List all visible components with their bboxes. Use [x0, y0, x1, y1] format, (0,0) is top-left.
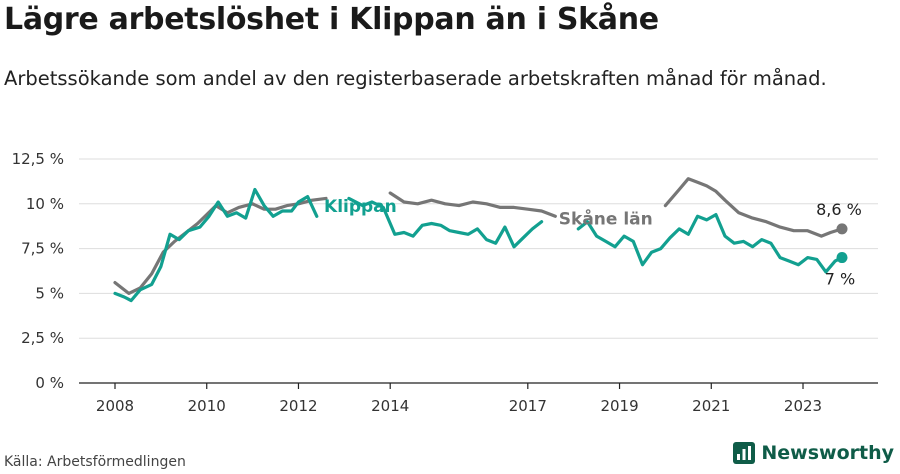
series-lines [113, 177, 848, 303]
y-tick-label: 5 % [35, 284, 64, 302]
x-tick-label: 2023 [784, 397, 822, 415]
x-axis: 2008 2010 2012 2014 2017 2019 2021 2023 [79, 382, 878, 415]
series-line-skane [663, 177, 844, 238]
y-tick-label: 10 % [26, 195, 64, 213]
series-endpoint-skane [836, 223, 848, 235]
bar-chart-icon [733, 442, 756, 464]
series-label-klippan: Klippan [324, 197, 397, 217]
x-tick-label: 2010 [188, 397, 226, 415]
series-line-klippan [347, 196, 544, 249]
series-endpoint-klippan [836, 252, 848, 264]
series-line-skane [388, 191, 557, 218]
brand-name: Newsworthy [761, 442, 894, 464]
grid-lines [79, 158, 878, 339]
series-label-skane: Skåne län [559, 207, 653, 229]
y-tick-label: 12,5 % [12, 150, 64, 168]
end-value-label-klippan: 7 % [825, 270, 855, 289]
x-tick-label: 2021 [692, 397, 730, 415]
y-tick-label: 0 % [35, 374, 64, 392]
chart-subtitle: Arbetssökande som andel av den registerb… [4, 67, 827, 90]
series-labels: Klippan Skåne län 8,6 % 7 % [324, 197, 862, 289]
x-tick-label: 2008 [96, 397, 134, 415]
x-tick-label: 2014 [371, 397, 409, 415]
series-line-klippan [576, 213, 844, 274]
y-tick-label: 7,5 % [21, 240, 64, 258]
series-line-skane [113, 196, 328, 295]
x-tick-label: 2012 [279, 397, 317, 415]
newsworthy-logo[interactable]: Newsworthy [733, 442, 894, 464]
x-tick-label: 2017 [509, 397, 547, 415]
end-value-label-skane: 8,6 % [816, 200, 862, 219]
y-axis-tick-labels: 0 % 2,5 % 5 % 7,5 % 10 % 12,5 % [12, 150, 64, 392]
y-tick-label: 2,5 % [21, 329, 64, 347]
series-line-klippan [113, 187, 319, 303]
source-note: Källa: Arbetsförmedlingen [4, 454, 186, 470]
x-tick-label: 2019 [600, 397, 638, 415]
chart-title: Lägre arbetslöshet i Klippan än i Skåne [4, 2, 659, 37]
